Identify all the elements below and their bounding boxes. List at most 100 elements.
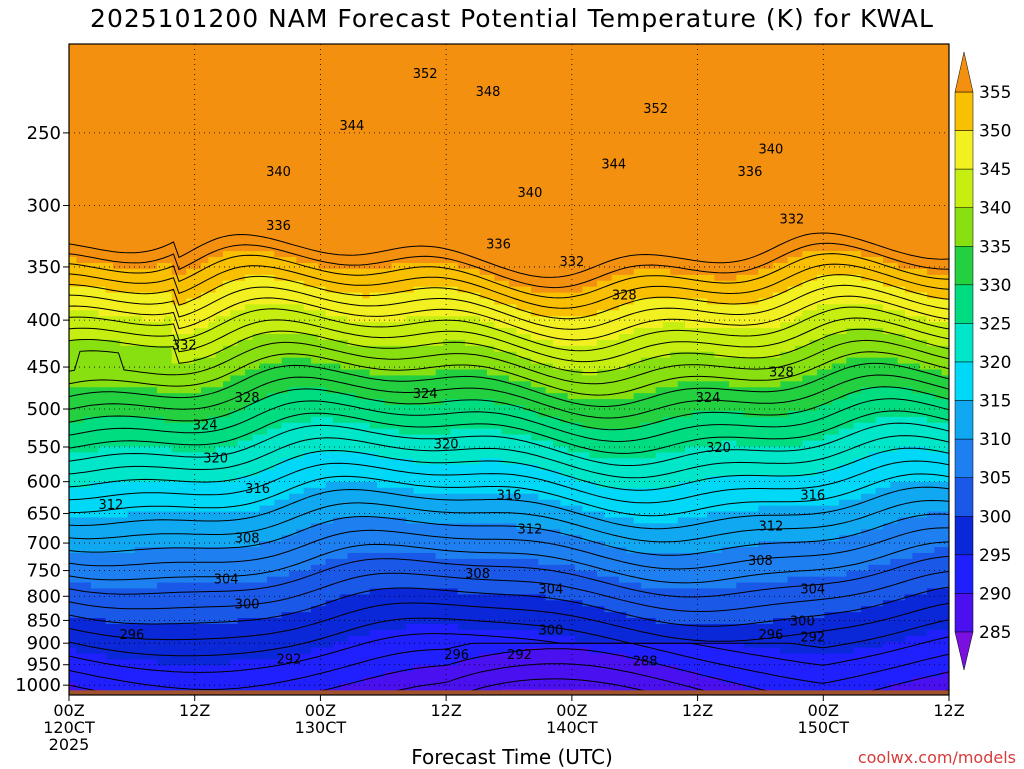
field-cell [157,416,165,424]
field-cell [274,452,283,459]
field-cell [296,434,305,442]
field-cell [98,67,107,75]
field-cell [259,511,268,519]
field-cell [237,55,246,63]
field-cell [208,310,217,317]
field-cell [113,191,121,199]
field-cell [164,564,173,572]
field-cell [267,671,275,678]
field-cell [83,434,92,442]
field-cell [347,268,356,276]
field-cell [127,600,136,607]
field-cell [208,410,217,418]
field-cell [186,262,195,270]
field-cell [186,79,195,87]
field-cell [179,316,187,323]
field-cell [296,174,305,181]
field-cell [347,493,356,501]
field-cell [230,428,239,436]
field-cell [355,629,363,637]
field-cell [193,298,202,305]
field-cell [340,458,349,465]
field-cell [98,180,107,187]
field-cell [369,582,378,590]
field-cell [259,345,268,353]
field-cell [347,481,356,489]
field-cell [377,647,385,655]
field-cell [362,375,371,382]
field-cell [267,399,275,406]
field-cell [267,647,275,655]
field-cell [149,576,158,584]
field-cell [252,481,261,489]
field-cell [245,623,253,631]
field-cell [281,499,290,507]
field-cell [186,180,195,187]
field-cell [208,274,217,282]
field-cell [311,558,319,566]
field-cell [201,351,209,359]
field-cell [135,180,143,187]
field-cell [267,298,275,305]
field-cell [105,671,114,678]
field-cell [215,162,224,169]
field-cell [281,351,290,359]
field-cell [98,257,107,264]
field-cell [252,103,261,110]
field-cell [171,274,180,282]
field-cell [98,458,107,465]
field-cell [333,215,341,223]
field-cell [289,381,297,388]
field-cell [259,470,268,477]
field-cell [303,470,312,477]
field-cell [135,582,143,590]
field-cell [384,233,393,240]
field-cell [201,399,209,406]
field-cell [98,49,107,57]
field-cell [127,570,136,578]
field-cell [377,209,385,217]
field-cell [362,286,371,294]
field-cell [179,262,187,270]
field-cell [201,582,209,590]
field-cell [296,262,305,270]
field-cell [179,280,187,288]
field-cell [105,168,114,175]
field-cell [303,132,312,140]
field-cell [296,268,305,276]
field-cell [127,653,136,661]
field-cell [391,44,400,51]
field-cell [355,570,363,578]
field-cell [157,375,165,382]
field-cell [113,257,121,264]
field-cell [281,79,290,87]
field-cell [113,339,121,347]
field-cell [76,505,85,513]
field-cell [76,115,85,122]
field-cell [120,416,129,424]
field-cell [355,369,363,377]
field-cell [223,629,231,637]
field-cell [193,428,202,436]
field-cell [193,434,202,442]
field-cell [311,316,319,323]
field-cell [142,109,151,116]
field-cell [333,541,341,548]
field-cell [186,268,195,276]
field-cell [296,476,305,483]
field-cell [186,132,195,140]
field-cell [340,659,349,667]
field-cell [142,144,151,152]
field-cell [179,239,187,246]
field-cell [237,162,246,169]
field-cell [193,612,202,619]
field-cell [113,659,121,667]
field-cell [384,132,393,140]
field-cell [76,564,85,572]
field-cell [355,67,363,75]
field-cell [274,197,283,205]
field-cell [179,647,187,655]
field-cell [325,91,334,98]
field-cell [325,641,334,649]
field-cell [83,476,92,483]
